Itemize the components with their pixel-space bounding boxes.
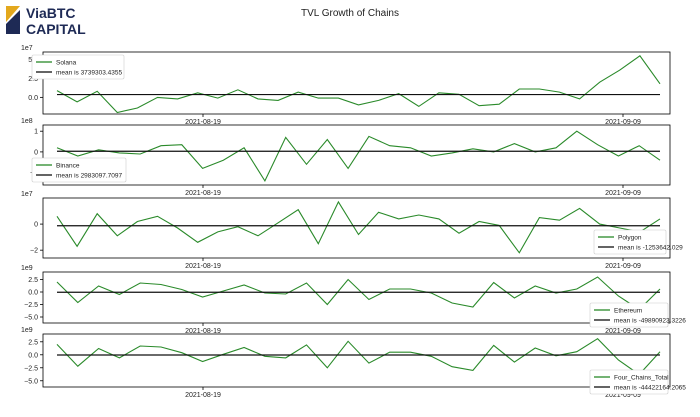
- logo-mark-icon: ViaBTC CAPITAL: [6, 5, 86, 37]
- y-tick-label: 0: [34, 222, 38, 229]
- legend-mean-label: mean is -44422164.2065: [614, 385, 686, 392]
- y-tick-label: −2.5: [24, 365, 38, 372]
- x-tick-label: 2021-08-19: [185, 190, 221, 197]
- brand-logo: ViaBTC CAPITAL: [4, 2, 124, 38]
- y-tick-label: 2.5: [28, 76, 38, 83]
- y-tick-label: 2.5: [28, 339, 38, 346]
- x-tick-label: 2021-08-19: [185, 263, 221, 270]
- legend-box: [31, 157, 127, 183]
- x-tick-label: 2021-09-09: [605, 392, 641, 399]
- plot-frame: [42, 51, 671, 115]
- series-line: [56, 337, 661, 376]
- x-tick-label: 2021-08-19: [185, 392, 221, 399]
- x-tick-label: 2021-09-09: [605, 263, 641, 270]
- legend-series-label: Four_Chains_Total: [614, 375, 669, 382]
- legend-box: [31, 54, 125, 80]
- legend-series-label: Solana: [56, 60, 77, 67]
- scale-label: 1e9: [21, 327, 33, 334]
- logo-line-2: CAPITAL: [26, 21, 86, 37]
- plot-frame: [42, 271, 671, 324]
- y-tick-label: −2: [30, 248, 38, 255]
- legend-mean-label: mean is -49890923.3226: [614, 318, 686, 325]
- plot-frame: [42, 333, 671, 388]
- y-tick-label: 2.5: [28, 277, 38, 284]
- plot-frame: [42, 197, 671, 259]
- subplot-4: 1e9 2.5 0.0 −2.5 −5.0 2021-08-19 2021-09-09 Eth…: [21, 265, 686, 335]
- x-tick-label: 2021-09-09: [605, 328, 641, 335]
- series-line: [56, 55, 661, 114]
- legend-box: [593, 229, 667, 255]
- chart-title: TVL Growth of Chains: [300, 8, 399, 19]
- legend-series-label: Polygon: [618, 235, 642, 242]
- plot-frame: [42, 124, 671, 186]
- legend-mean-label: mean is 2983097.7097: [56, 173, 123, 180]
- scale-label: 1e8: [21, 118, 33, 125]
- y-tick-label: 0.0: [28, 290, 38, 297]
- y-tick-label: −2.5: [24, 302, 38, 309]
- legend-mean-label: mean is -1253642.029: [618, 245, 683, 252]
- series-line: [56, 276, 661, 311]
- y-tick-label: 0.0: [28, 95, 38, 102]
- legend-mean-label: mean is 3739303.4355: [56, 70, 123, 77]
- subplot-5: 1e9 2.5 0.0 −2.5 −5.0 2021-08-19 2021-09-09 Fou…: [21, 327, 686, 399]
- legend-series-label: Ethereum: [614, 308, 642, 315]
- y-tick-label: 0: [34, 149, 38, 156]
- series-line: [56, 200, 661, 254]
- subplot-3: 1e7 0 −2 2021-08-19 2021-09-09 Polygon mean is…: [21, 191, 683, 270]
- x-tick-label: 2021-08-19: [185, 119, 221, 126]
- legend-box: [589, 302, 669, 328]
- legend-box: [589, 369, 669, 395]
- x-tick-label: 2021-09-09: [605, 119, 641, 126]
- subplot-1: 1e75.02.50.02021-08-192021-09-09Solaname…: [21, 45, 671, 126]
- series-line: [56, 130, 661, 183]
- x-tick-label: 2021-09-09: [605, 190, 641, 197]
- x-tick-label: 2021-08-19: [185, 328, 221, 335]
- y-tick-label: −5.0: [24, 315, 38, 322]
- y-tick-label: −5.0: [24, 378, 38, 385]
- logo-line-1: ViaBTC: [26, 5, 76, 21]
- scale-label: 1e7: [21, 191, 33, 198]
- scale-label: 1e9: [21, 265, 33, 272]
- legend-series-label: Binance: [56, 163, 80, 170]
- y-tick-label: 1: [34, 129, 38, 136]
- scale-label: 1e7: [21, 45, 33, 52]
- y-tick-label: 0.0: [28, 352, 38, 359]
